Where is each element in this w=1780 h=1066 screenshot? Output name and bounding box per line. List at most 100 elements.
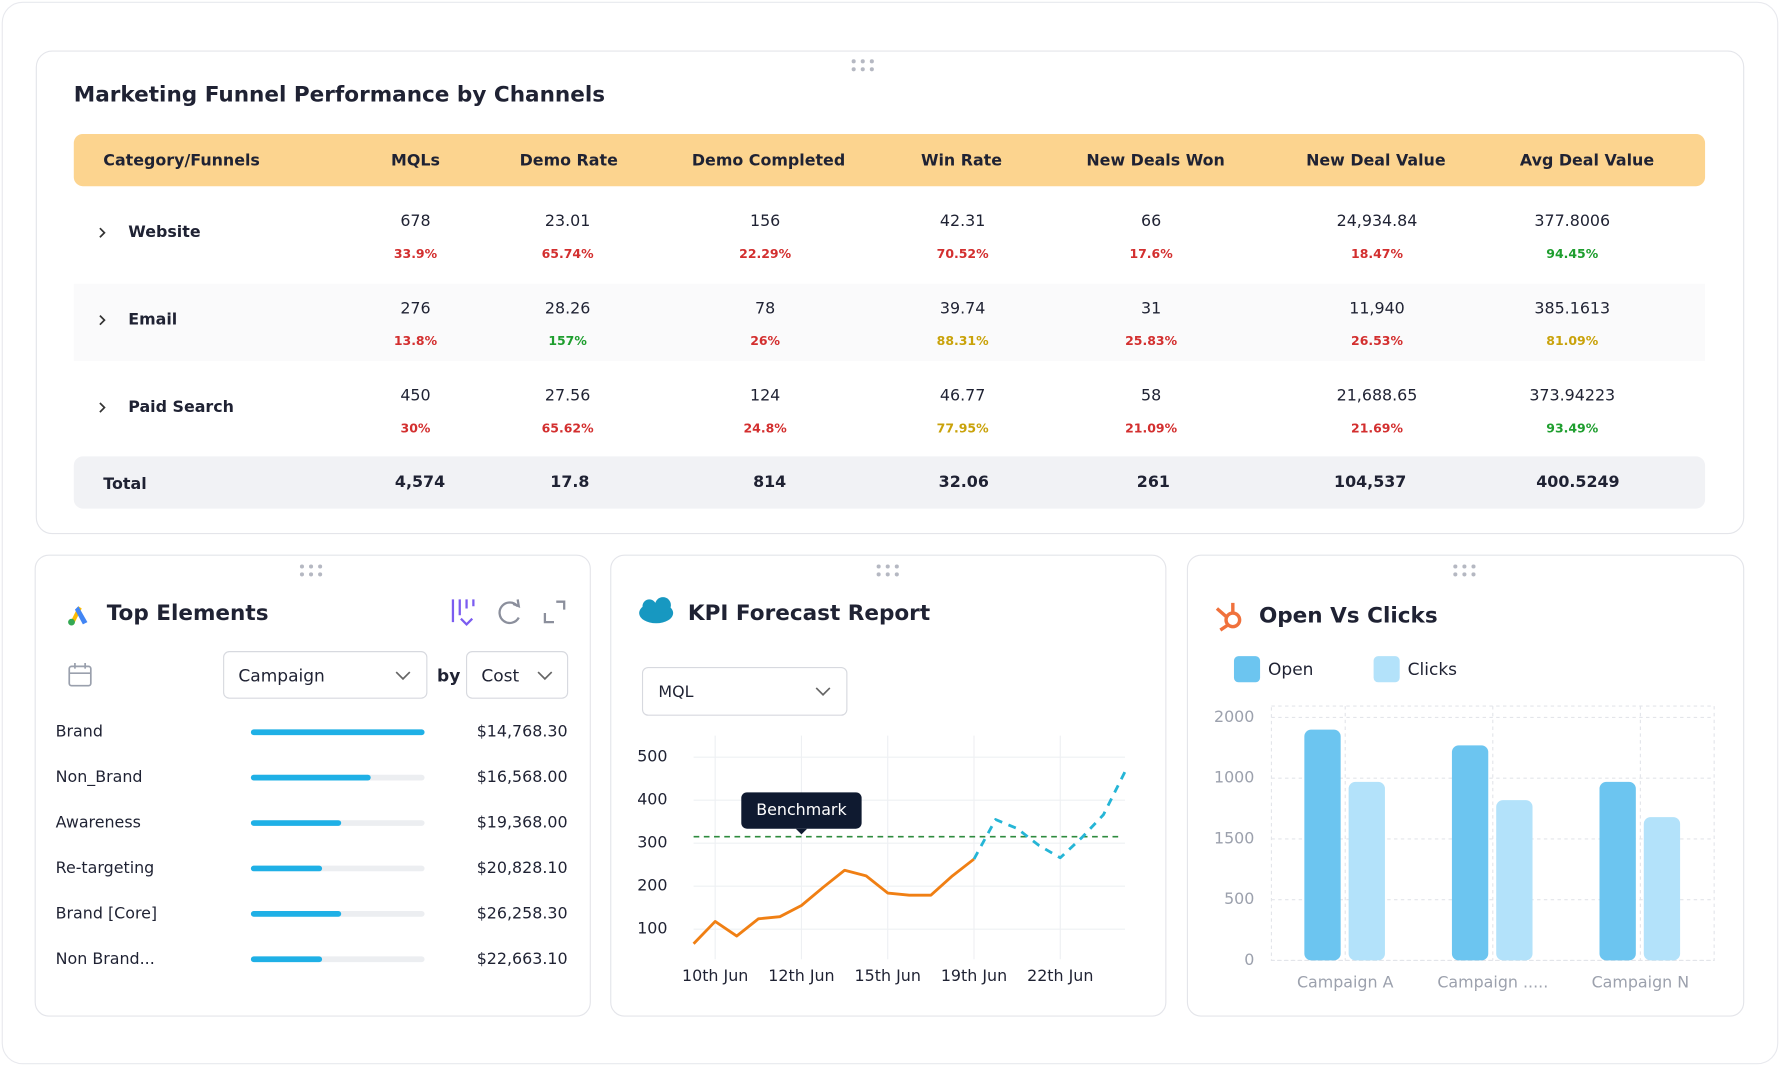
cell-value: 28.26 (545, 298, 590, 317)
cell-value: 276 (400, 298, 430, 317)
column-header: MQLs (391, 151, 440, 170)
calendar-icon[interactable] (68, 662, 92, 687)
toolbar-icons[interactable] (451, 599, 566, 626)
legend-swatch (1233, 656, 1261, 683)
x-tick-label: Campaign ..... (1437, 973, 1548, 992)
total-value: 400.5249 (1536, 472, 1619, 491)
top-elements-title: Top Elements (107, 601, 269, 626)
series-line (972, 771, 1127, 860)
cell-value: 373.94223 (1529, 386, 1615, 405)
x-tick-label: Campaign A (1297, 973, 1394, 992)
legend-label: Open (1268, 660, 1313, 680)
cell-change: 65.62% (542, 421, 594, 436)
cell-change: 81.09% (1546, 333, 1598, 348)
y-tick-label: 300 (637, 833, 667, 852)
cell-change: 93.49% (1546, 421, 1598, 436)
column-header: Avg Deal Value (1520, 151, 1654, 170)
bar (1348, 781, 1385, 961)
cell-change: 88.31% (937, 333, 989, 348)
row-name[interactable]: Email (128, 310, 177, 329)
cell-change: 25.83% (1125, 333, 1177, 348)
cell-value: 385.1613 (1534, 298, 1610, 317)
total-value: 814 (753, 472, 786, 491)
cell-change: 157% (548, 333, 587, 348)
cell-value: 58 (1141, 386, 1161, 405)
table-header-band (73, 133, 1706, 187)
y-tick-label: 0 (1244, 950, 1254, 969)
bar (250, 911, 342, 917)
cell-value: 156 (750, 211, 780, 230)
legend-label: Clicks (1408, 660, 1458, 680)
cell-change: 65.74% (542, 246, 594, 261)
total-band (73, 456, 1706, 509)
cell-change: 33.9% (394, 246, 438, 261)
y-tick-label: 400 (637, 790, 667, 809)
row-name[interactable]: Paid Search (128, 397, 234, 416)
bar (1304, 729, 1341, 961)
open-clicks-title: Open Vs Clicks (1259, 603, 1438, 628)
bar (250, 820, 342, 826)
cell-change: 17.6% (1129, 246, 1173, 261)
item-name: Re-targeting (56, 858, 155, 877)
cell-change: 26% (750, 333, 780, 348)
bar (1496, 800, 1533, 961)
column-header: Category/Funnels (103, 151, 260, 170)
item-value: $16,568.00 (477, 767, 568, 786)
tooltip-label: Benchmark (756, 800, 847, 819)
row-name[interactable]: Website (128, 222, 200, 241)
tooltip-box (741, 792, 862, 829)
cell-value: 21,688.65 (1337, 386, 1418, 405)
y-tick-label: 1000 (1214, 768, 1254, 787)
bar (250, 774, 371, 781)
total-value: 104,537 (1334, 472, 1406, 491)
x-tick-label: 15th Jun (855, 966, 921, 985)
drag-handles (299, 59, 1476, 577)
x-tick-label: 22th Jun (1027, 966, 1093, 985)
cell-value: 66 (1141, 211, 1161, 230)
cell-change: 77.95% (937, 421, 989, 436)
bar (250, 956, 323, 963)
tooltip-pointer (795, 828, 808, 835)
item-name: Awareness (56, 813, 141, 832)
bar (1643, 817, 1681, 961)
cell-value: 24,934.84 (1337, 211, 1418, 230)
cell-value: 31 (1141, 298, 1161, 317)
total-value: 17.8 (550, 472, 589, 491)
cell-change: 21.69% (1351, 421, 1403, 436)
cell-value: 78 (755, 298, 775, 317)
cell-change: 22.29% (739, 246, 791, 261)
item-name: Non Brand... (56, 949, 155, 968)
x-tick-label: 10th Jun (682, 966, 748, 985)
x-tick-label: 12th Jun (768, 966, 834, 985)
item-value: $19,368.00 (477, 813, 568, 832)
column-header: Demo Rate (520, 151, 618, 170)
y-tick-label: 500 (637, 747, 667, 766)
metric-dropdown[interactable] (466, 651, 569, 699)
item-name: Brand [Core] (56, 903, 157, 922)
dropdown-chevron (537, 671, 553, 681)
cell-change: 26.53% (1351, 333, 1403, 348)
kpi-dropdown[interactable] (641, 666, 848, 716)
dropdown-chevron (395, 671, 411, 681)
cell-change: 30% (401, 421, 431, 436)
cell-value: 11,940 (1349, 298, 1405, 317)
row-chevrons[interactable] (99, 227, 106, 413)
hubspot-icon (1215, 602, 1242, 632)
y-tick-label: 100 (637, 919, 667, 938)
cell-change: 24.8% (743, 421, 787, 436)
item-value: $22,663.10 (477, 949, 568, 968)
item-name: Non_Brand (56, 767, 143, 787)
total-value: 261 (1137, 472, 1170, 491)
y-tick-label: 2000 (1214, 707, 1254, 726)
legend-swatch (1373, 656, 1400, 683)
top-elements-panel (34, 554, 591, 1017)
y-tick-label: 1500 (1214, 828, 1254, 847)
row-stripe (73, 283, 1706, 362)
column-header: New Deals Won (1086, 151, 1224, 170)
cell-value: 377.8006 (1534, 211, 1610, 230)
total-value: 32.06 (939, 472, 989, 491)
item-name: Brand (56, 722, 103, 741)
dimension-dropdown[interactable] (223, 651, 428, 699)
